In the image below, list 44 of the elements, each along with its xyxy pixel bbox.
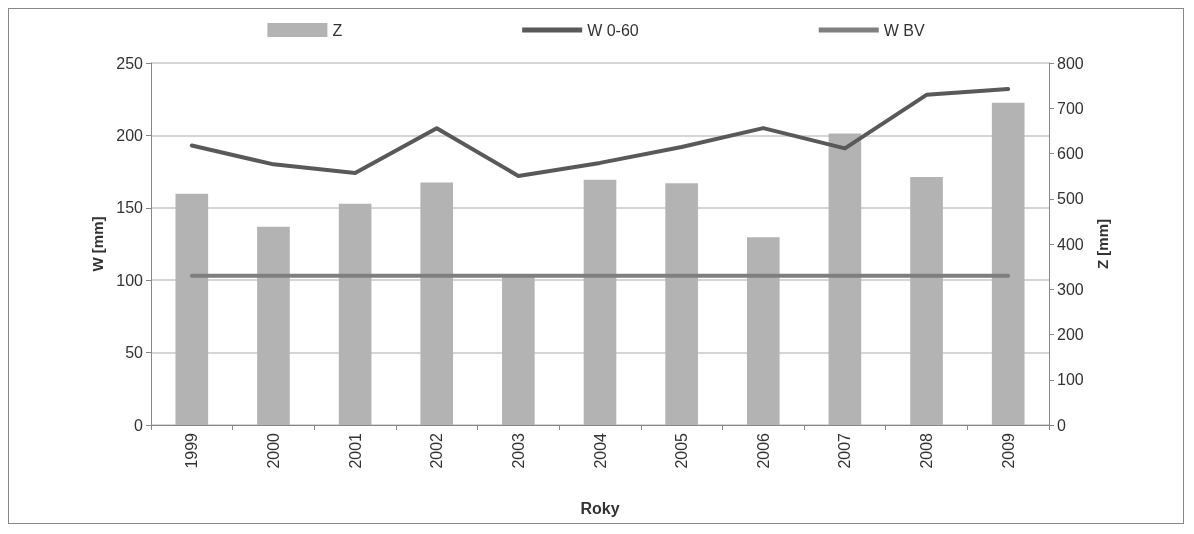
- bar: [828, 133, 862, 425]
- y-axis-title: W [mm]: [89, 216, 107, 272]
- legend-label: W BV: [883, 21, 925, 39]
- bar: [665, 183, 698, 425]
- x-tick-label: 2007: [836, 432, 854, 469]
- legend-label: W 0-60: [587, 21, 639, 39]
- x-tick-label: 2000: [264, 432, 282, 469]
- legend-label: Z: [332, 21, 343, 39]
- bar: [338, 203, 372, 425]
- y-tick-label: 200: [116, 126, 144, 144]
- y-tick-label: 50: [125, 344, 144, 362]
- x-tick-label: 2002: [428, 432, 446, 469]
- bar: [583, 179, 617, 425]
- x-tick-label: 2005: [673, 432, 691, 469]
- line-series: [189, 87, 1011, 178]
- y2-tick-label: 0: [1057, 416, 1066, 434]
- x-tick-label: 2006: [754, 432, 772, 469]
- x-tick-label: 2009: [999, 432, 1017, 469]
- x-tick-label: 2001: [346, 432, 364, 469]
- y2-tick-label: 200: [1057, 326, 1084, 343]
- y-tick-label: 0: [134, 416, 144, 434]
- y2-tick-label: 300: [1057, 280, 1084, 298]
- y2-tick-label: 400: [1057, 235, 1084, 253]
- y2-axis-title: Z [mm]: [1093, 219, 1111, 269]
- bar: [746, 237, 780, 425]
- y2-tick-label: 600: [1057, 145, 1084, 162]
- x-axis-title: Roky: [580, 499, 620, 517]
- y2-tick-label: 500: [1057, 190, 1084, 208]
- bar: [420, 182, 454, 425]
- bar: [910, 177, 943, 425]
- y2-tick-label: 100: [1057, 371, 1084, 389]
- bar: [502, 276, 535, 425]
- bar: [257, 226, 290, 425]
- y2-tick-label: 800: [1057, 54, 1084, 72]
- bar: [991, 102, 1025, 425]
- y-tick-label: 150: [116, 199, 144, 217]
- x-tick-label: 2003: [509, 432, 527, 469]
- x-tick-label: 1999: [183, 432, 201, 469]
- x-tick-label: 2008: [918, 432, 936, 469]
- y-tick-label: 250: [116, 54, 144, 72]
- x-tick-label: 2004: [591, 432, 609, 469]
- bar: [175, 193, 209, 425]
- y2-tick-label: 700: [1057, 99, 1084, 117]
- y-tick-label: 100: [116, 271, 144, 289]
